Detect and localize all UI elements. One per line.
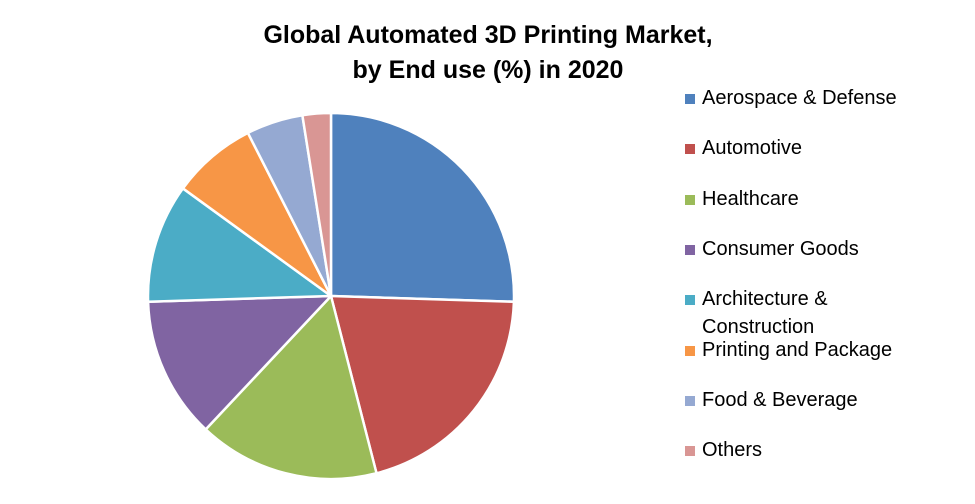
chart-title: Global Automated 3D Printing Market, by … bbox=[168, 18, 808, 88]
legend-label: Architecture & Construction bbox=[702, 285, 828, 341]
legend-swatch bbox=[685, 295, 695, 306]
legend-label-line: Healthcare bbox=[702, 187, 799, 210]
legend-label: Others bbox=[702, 436, 762, 464]
chart-title-line-2: by End use (%) in 2020 bbox=[352, 56, 624, 84]
legend-label-line: Food & Beverage bbox=[702, 388, 858, 411]
legend-label: Healthcare bbox=[702, 185, 799, 213]
legend-label: Printing and Package bbox=[702, 336, 892, 364]
legend-label-line: Consumer Goods bbox=[702, 237, 859, 260]
legend-swatch bbox=[685, 395, 695, 406]
legend-label-line: Automotive bbox=[702, 137, 803, 160]
pie-slice-1 bbox=[329, 111, 516, 303]
legend-label: Consumer Goods bbox=[702, 235, 859, 263]
legend-label-line: Aerospace & Defense bbox=[702, 87, 897, 109]
legend-swatch bbox=[685, 244, 695, 255]
pie-slice-4 bbox=[146, 294, 333, 431]
pie-slice-5 bbox=[146, 187, 333, 303]
legend-swatch bbox=[685, 94, 695, 104]
legend-label: Automotive bbox=[702, 134, 802, 162]
pie-slice-3 bbox=[204, 294, 378, 481]
legend-label-line: Architecture & bbox=[702, 288, 828, 311]
legend-label: Food & Beverage bbox=[702, 386, 858, 414]
legend-swatch bbox=[685, 345, 695, 356]
pie-slice-2 bbox=[329, 294, 516, 475]
chart-title-line-1: Global Automated 3D Printing Market, bbox=[263, 21, 713, 49]
legend-label-line: Others bbox=[702, 439, 763, 462]
legend-label: Aerospace & Defense bbox=[702, 84, 897, 112]
legend-swatch bbox=[685, 446, 695, 457]
pie-slice-8 bbox=[301, 111, 333, 298]
legend-label-line: Construction bbox=[702, 316, 815, 339]
legend-swatch bbox=[685, 144, 695, 155]
legend-swatch bbox=[685, 194, 695, 205]
legend-label-line: Printing and Package bbox=[702, 338, 893, 361]
